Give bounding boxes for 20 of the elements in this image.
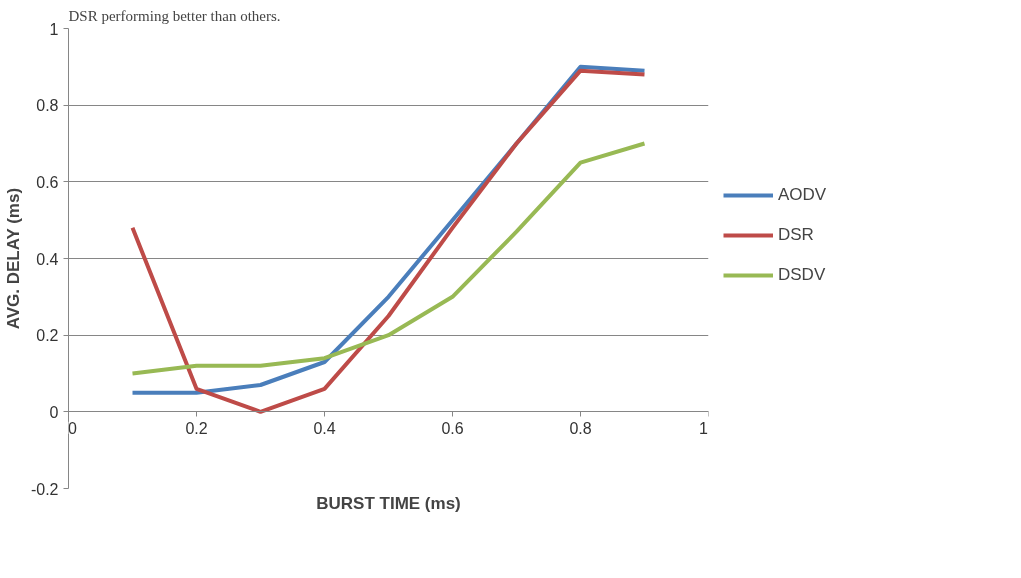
y-tick-label: 1 bbox=[49, 20, 59, 38]
y-tick-label: 0.6 bbox=[36, 173, 59, 191]
legend-label: DSDV bbox=[778, 264, 827, 285]
text: DSR performing better than others. bbox=[68, 7, 281, 24]
x-tick-label: 0 bbox=[68, 419, 78, 437]
line-series bbox=[130, 141, 647, 376]
legend-label: AODV bbox=[778, 184, 828, 205]
y-tick-label: 0 bbox=[49, 403, 59, 421]
y-axis-title: AVG. DELAY (ms) bbox=[3, 187, 23, 330]
y-tick-label: 0.2 bbox=[36, 327, 59, 345]
x-tick-label: 0.4 bbox=[313, 419, 336, 437]
legend-label: DSR bbox=[778, 224, 815, 245]
y-tick-label: -0.2 bbox=[30, 480, 59, 498]
x-tick-label: 1 bbox=[699, 419, 709, 437]
x-tick-label: 0.6 bbox=[441, 419, 464, 437]
y-tick-label: 0.4 bbox=[36, 250, 59, 268]
x-axis-title: BURST TIME (ms) bbox=[316, 493, 461, 513]
x-tick-label: 0.2 bbox=[185, 419, 208, 437]
y-tick-label: 0.8 bbox=[36, 97, 59, 115]
x-tick-label: 0.8 bbox=[569, 419, 592, 437]
